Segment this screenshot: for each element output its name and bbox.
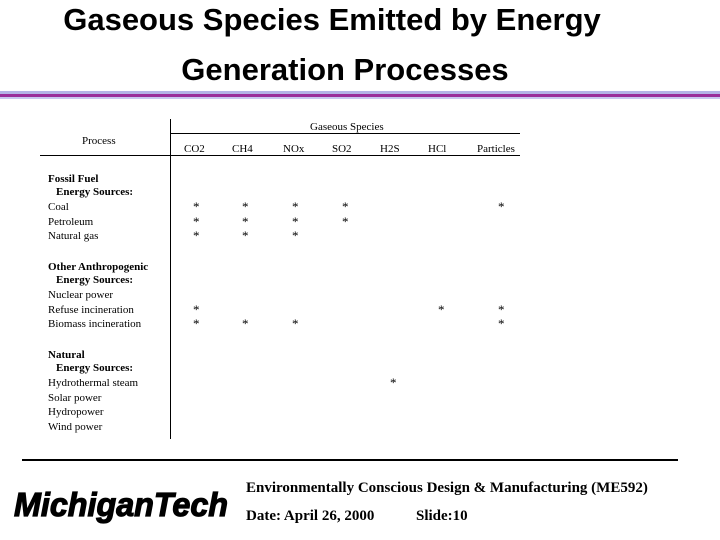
slide-date: Date: April 26, 2000: [246, 508, 375, 524]
logo-wordmark: MichiganTech: [14, 486, 228, 523]
process-row-label: Coal: [48, 201, 69, 213]
emission-mark: *: [242, 199, 249, 214]
emission-mark: *: [193, 228, 200, 244]
group-heading: Energy Sources:: [56, 274, 134, 286]
emission-mark: *: [242, 316, 249, 332]
process-row-label: Petroleum: [48, 215, 94, 228]
slide-number: Slide:10: [416, 508, 468, 524]
emission-mark: *: [292, 199, 299, 214]
process-row-label: Biomass incineration: [48, 318, 142, 331]
column-header-h2s: H2S: [380, 143, 400, 155]
species-header-rule: [170, 133, 520, 134]
emissions-table: Process Gaseous Species CO2 CH4 NOx SO2 H2S H…: [40, 115, 520, 440]
emission-mark: *: [498, 316, 505, 332]
process-row-label: Solar power: [48, 391, 102, 404]
group-heading: Energy Sources:: [56, 362, 134, 374]
emission-mark: *: [242, 228, 249, 244]
group-heading: Fossil Fuel: [48, 173, 99, 185]
column-header-co2: CO2: [184, 143, 205, 155]
process-row-label: Wind power: [48, 420, 103, 433]
group-heading: Natural: [48, 349, 85, 361]
emission-mark: *: [193, 213, 200, 229]
slide-title-line1: Gaseous Species Emitted by Energy: [63, 2, 601, 37]
emission-mark: *: [438, 301, 445, 317]
table-vertical-rule: [170, 119, 171, 439]
emission-mark: *: [193, 199, 200, 214]
column-header-nox: NOx: [283, 143, 305, 155]
emission-mark: *: [292, 228, 299, 244]
emission-mark: *: [342, 213, 349, 229]
title-underline-light-2: [0, 97, 720, 99]
emission-mark: *: [292, 316, 299, 332]
title-underline-purple: [0, 94, 720, 97]
process-row-label: Nuclear power: [48, 289, 114, 301]
process-row-label: Hydrothermal steam: [48, 377, 139, 389]
michigan-tech-logo: MichiganTech: [13, 485, 228, 523]
emission-mark: *: [193, 301, 200, 317]
process-row-label: Natural gas: [48, 230, 99, 243]
species-header: Gaseous Species: [310, 121, 384, 133]
table-header-rule: [40, 155, 520, 156]
footer-rule: [22, 459, 678, 461]
emission-mark: *: [242, 213, 249, 229]
column-header-particles: Particles: [477, 143, 515, 155]
emission-mark: *: [342, 199, 349, 214]
emission-mark: *: [292, 213, 299, 229]
group-heading: Energy Sources:: [56, 186, 134, 198]
process-row-label: Refuse incineration: [48, 303, 134, 316]
column-header-hcl: HCl: [428, 143, 447, 155]
column-header-ch4: CH4: [232, 143, 253, 155]
group-heading: Other Anthropogenic: [48, 261, 149, 273]
emission-mark: *: [390, 375, 397, 390]
process-row-label: Hydropower: [48, 406, 104, 419]
emission-mark: *: [498, 301, 505, 317]
slide-title-line2: Generation Processes: [181, 52, 509, 87]
emission-mark: *: [498, 199, 505, 214]
title-underline-light: [0, 91, 720, 94]
column-header-so2: SO2: [332, 143, 352, 155]
process-header: Process: [82, 135, 116, 147]
emission-mark: *: [193, 316, 200, 332]
course-name: Environmentally Conscious Design & Manuf…: [246, 480, 648, 496]
